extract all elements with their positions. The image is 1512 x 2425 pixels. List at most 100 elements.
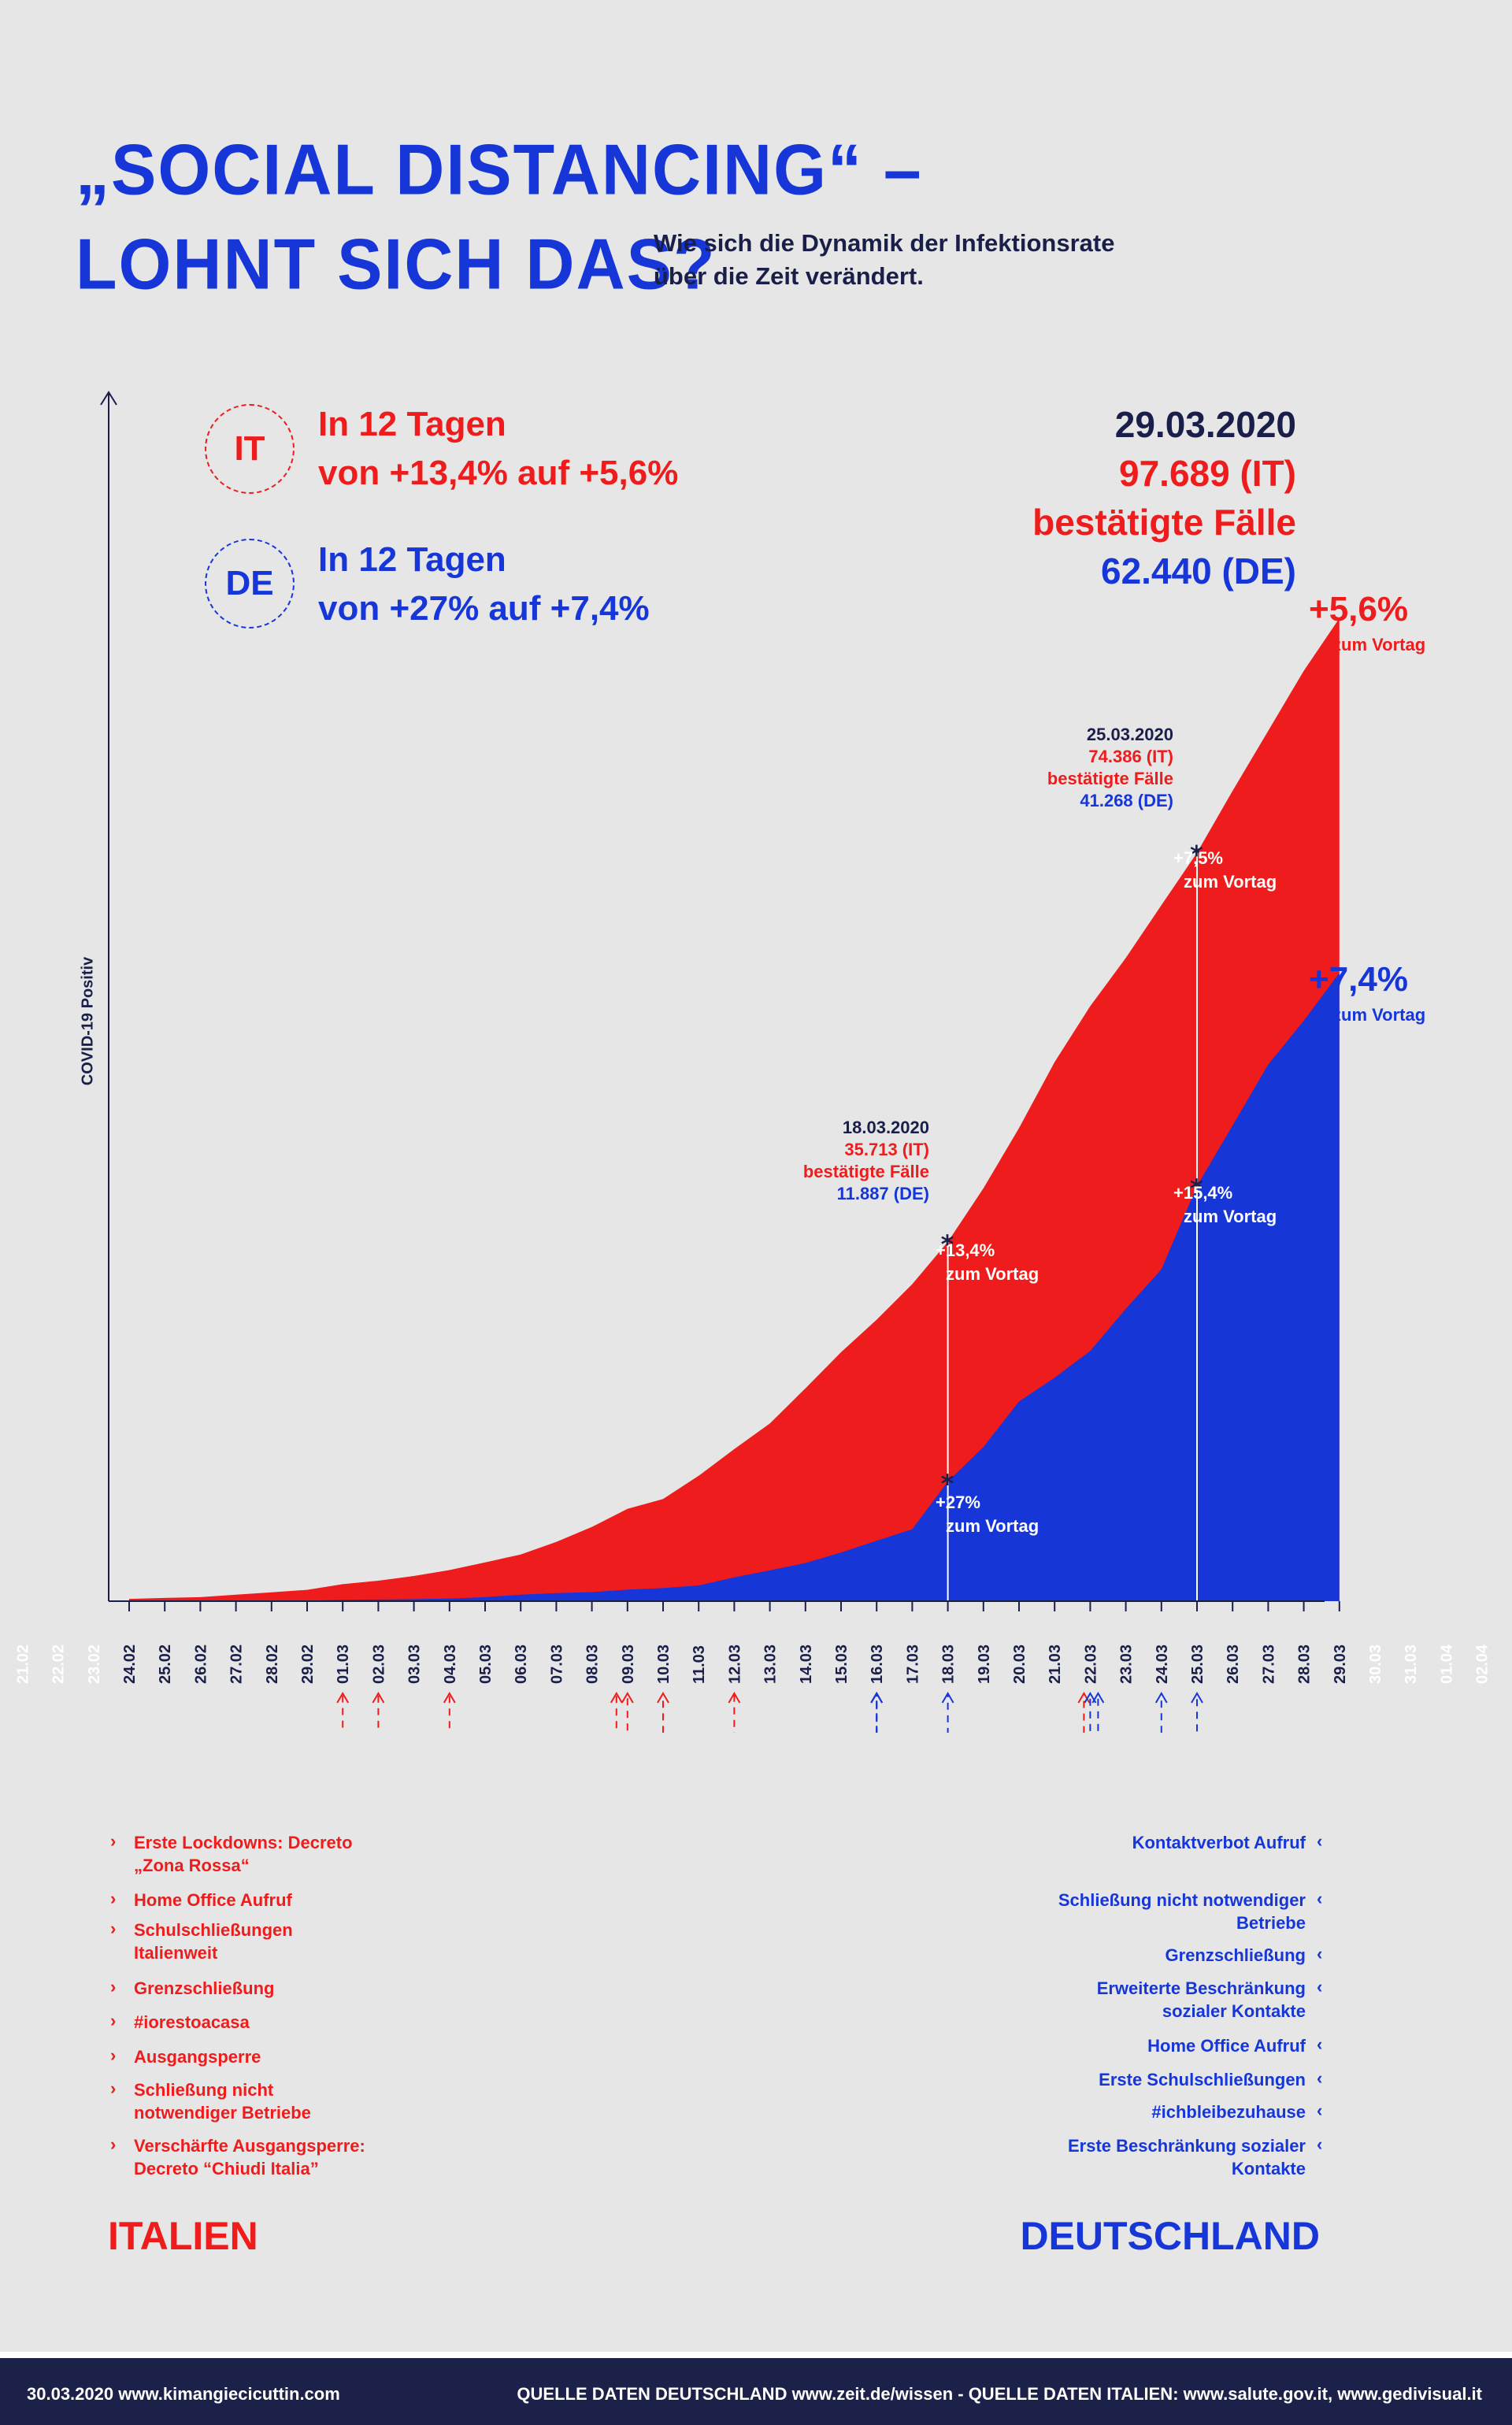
tick-label: 29.03	[1332, 1644, 1349, 1684]
event-italy-item: Ausgangsperre	[134, 2047, 261, 2067]
tick-label: 27.03	[1260, 1644, 1277, 1684]
event-italy-item: Schulschließungen Italienweit	[134, 1920, 293, 1963]
tick-label: 10.03	[655, 1644, 673, 1684]
marker-18-03-star: *	[941, 1229, 954, 1259]
event-germany-item: Erste Beschränkung sozialer Kontakte	[1067, 2136, 1306, 2178]
chevron-left-icon: ‹	[1317, 2034, 1323, 2054]
arrow-up-icon	[1191, 1692, 1203, 1704]
marker-25-03-star: *	[1190, 840, 1203, 870]
tick-label: 27.02	[228, 1644, 246, 1684]
connector-germany	[876, 1693, 878, 1733]
annotation-25-03-it-pct: +7,5% zum Vortag	[1173, 847, 1277, 894]
final-it-pct: +5,6%	[1309, 590, 1408, 628]
annotation-date: 18.03.2020	[842, 1118, 929, 1137]
event-germany-item: Erweiterte Beschränkung sozialer Kontakt…	[1096, 1978, 1306, 2021]
legend-de-line-2: von +27% auf +7,4%	[318, 589, 650, 628]
tick-label: 11.03	[691, 1645, 708, 1684]
annotation-it-value: 35.713 (IT)	[844, 1140, 929, 1159]
tick-label: 19.03	[976, 1644, 993, 1684]
final-label: bestätigte Fälle	[1032, 502, 1296, 543]
footer: 30.03.2020 www.kimangiecicuttin.com QUEL…	[0, 2352, 1512, 2425]
event-germany-item: Schließung nicht notwendiger Betriebe	[1058, 1890, 1306, 1933]
event-germany-item: #ichbleibezuhause	[1151, 2102, 1306, 2122]
area-it	[129, 618, 1340, 1601]
chevron-left-icon: ‹	[1317, 1944, 1323, 1963]
arrow-up-icon	[1154, 1692, 1168, 1704]
marker-18-03-star: *	[941, 1469, 954, 1499]
chevron-left-icon: ‹	[1317, 1831, 1323, 1851]
chevron-right-icon: ›	[110, 1831, 117, 1851]
arrow-up-icon	[941, 1692, 954, 1704]
tick-label: 26.03	[1225, 1644, 1242, 1684]
tick-label: 28.02	[264, 1644, 281, 1684]
tick-label: 24.02	[121, 1644, 139, 1684]
arrow-up-icon	[610, 1692, 623, 1704]
page-subtitle: Wie sich die Dynamik der Infektionsrate …	[654, 227, 1114, 293]
arrow-up-icon	[443, 1692, 456, 1704]
connector-italy	[615, 1693, 617, 1733]
subtitle-line-2: über die Zeit verändert.	[654, 261, 924, 290]
tick-label: 18.03	[940, 1644, 958, 1684]
event-germany-item: Grenzschließung	[1165, 1945, 1306, 1965]
tick-label: 15.03	[833, 1644, 850, 1684]
event-italy-item: Schließung nicht notwendiger Betriebe	[134, 2080, 311, 2123]
tick-label-faded: 23.02	[86, 1644, 103, 1684]
area-de	[129, 973, 1340, 1601]
chevron-right-icon: ›	[110, 1977, 117, 1997]
annotation-25-03-de-pct: +15,4% zum Vortag	[1173, 1181, 1277, 1229]
event-germany-item: Erste Schulschließungen	[1099, 2070, 1306, 2089]
chevron-right-icon: ›	[110, 2045, 117, 2065]
chevron-left-icon: ‹	[1317, 1889, 1323, 1908]
tick-label: 04.03	[442, 1644, 459, 1684]
country-label-germany: DEUTSCHLAND	[1020, 2214, 1320, 2258]
event-italy-item: #iorestoacasa	[134, 2012, 250, 2032]
connector-italy	[662, 1693, 664, 1733]
annotation-label: bestätigte Fälle	[802, 1162, 929, 1181]
event-connectors	[336, 1692, 1203, 1733]
tick-label: 02.03	[370, 1644, 387, 1684]
connector-italy	[342, 1693, 344, 1733]
tick-label: 07.03	[548, 1644, 565, 1684]
chevron-left-icon: ‹	[1317, 1977, 1323, 1997]
tick-label: 06.03	[513, 1644, 530, 1684]
pct-note: zum Vortag	[1184, 1207, 1277, 1226]
annotation-18-03-it-pct: +13,4% zum Vortag	[936, 1239, 1039, 1286]
annotation-label: bestätigte Fälle	[1047, 769, 1173, 788]
connector-italy	[626, 1693, 628, 1733]
event-italy-item: Home Office Aufruf	[134, 1890, 292, 1910]
event-italy-item: Erste Lockdowns: Decreto „Zona Rossa“	[134, 1833, 353, 1875]
tick-label-faded: 01.04	[1438, 1644, 1455, 1684]
tick-label-faded: 31.03	[1403, 1644, 1420, 1684]
subtitle-line-1: Wie sich die Dynamik der Infektionsrate	[654, 229, 1115, 257]
tick-label: 16.03	[869, 1644, 886, 1684]
annotation-18-03-de-pct: +27% zum Vortag	[936, 1491, 1039, 1538]
tick-label-faded: 02.04	[1474, 1644, 1492, 1684]
tick-label: 26.02	[192, 1644, 209, 1684]
connector-germany	[876, 1693, 878, 1733]
tick-label-faded: 30.03	[1367, 1644, 1384, 1684]
tick-label: 25.02	[157, 1644, 174, 1684]
chevron-right-icon: ›	[110, 1919, 117, 1938]
chevron-right-icon: ›	[110, 2134, 117, 2154]
arrow-up-icon	[621, 1692, 634, 1704]
chart-ticks: 21.02 22.02 23.02 24.02 25.02 26.02 27.02 28.02…	[14, 1601, 1512, 1684]
tick-label: 22.03	[1082, 1644, 1099, 1684]
event-germany-item: Home Office Aufruf	[1147, 2036, 1306, 2056]
marker-25-03-star: *	[1190, 1174, 1203, 1203]
annotation-18-03: 18.03.2020 35.713 (IT) bestätigte Fälle …	[803, 1117, 929, 1205]
chart-markers: * * * *	[941, 840, 1203, 1601]
annotation-de-value: 41.268 (DE)	[1080, 791, 1173, 810]
infection-chart: * * * * 21.02 22.02 23.02 24.02 25.02 26.02 27.02…	[14, 391, 1512, 1733]
connector-germany	[1097, 1693, 1099, 1733]
tick-label: 20.03	[1011, 1644, 1028, 1684]
arrow-up-icon	[1077, 1692, 1091, 1704]
legend-it: In 12 Tagen von +13,4% auf +5,6%	[318, 400, 678, 498]
chevron-left-icon: ‹	[1317, 2134, 1323, 2154]
tick-label: 12.03	[726, 1644, 743, 1684]
final-date: 29.03.2020	[1114, 404, 1296, 445]
pct-note: zum Vortag	[946, 1516, 1040, 1536]
pct-note: zum Vortag	[946, 1264, 1040, 1284]
final-de-value: 62.440 (DE)	[1100, 551, 1296, 591]
connector-germany	[947, 1693, 949, 1733]
chevron-right-icon: ›	[110, 2078, 117, 2098]
